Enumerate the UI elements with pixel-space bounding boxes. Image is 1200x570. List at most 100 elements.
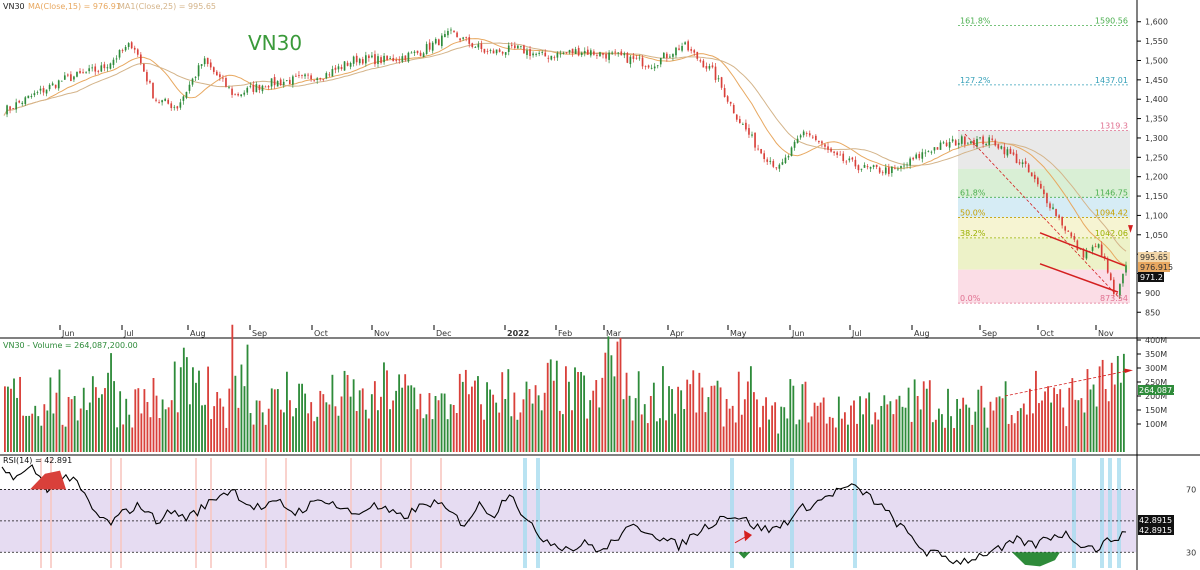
volume-bar-190 (580, 372, 582, 452)
volume-bar-180 (549, 359, 552, 452)
volume-bar-299 (910, 421, 913, 452)
candle-252 (769, 160, 772, 162)
volume-bar-82 (252, 424, 255, 452)
volume-bar-7 (25, 415, 28, 452)
volume-bar-241 (734, 422, 737, 452)
candle-296 (903, 165, 905, 167)
volume-bar-22 (70, 399, 73, 452)
volume-bar-357 (1086, 369, 1089, 452)
candle-15 (48, 84, 51, 90)
close-badge: 971.2 (1140, 273, 1163, 282)
candle-191 (583, 51, 586, 54)
volume-bar-116 (355, 411, 358, 452)
volume-bar-67 (207, 366, 209, 452)
volume-bar-44 (137, 388, 140, 452)
y-tick-label-15: 1,600 (1145, 18, 1168, 27)
volume-bar-112 (343, 370, 346, 452)
candle-342 (1043, 189, 1045, 195)
candle-249 (760, 149, 762, 154)
candle-64 (197, 65, 200, 77)
volume-bar-143 (437, 400, 440, 452)
volume-bar-355 (1080, 398, 1083, 452)
volume-bar-266 (810, 416, 813, 452)
vol-y-tick-label-5: 150M (1145, 406, 1167, 415)
volume-bar-155 (474, 380, 476, 452)
candle-155 (474, 47, 477, 48)
x-tick-label-6: Dec (436, 329, 451, 338)
candle-283 (863, 165, 866, 168)
candle-251 (766, 159, 769, 162)
volume-bar-90 (276, 389, 279, 452)
volume-bar-221 (674, 413, 676, 452)
volume-bar-49 (152, 377, 155, 452)
volume-bar-35 (110, 353, 112, 452)
watermark: VN30 (248, 31, 302, 55)
candle-92 (282, 81, 285, 86)
candle-164 (501, 51, 504, 54)
volume-bar-228 (695, 412, 698, 452)
candle-67 (206, 57, 209, 64)
candle-270 (824, 144, 826, 147)
candle-41 (127, 43, 130, 47)
candle-335 (1021, 162, 1024, 165)
candle-112 (343, 61, 346, 71)
volume-bar-334 (1016, 411, 1019, 452)
candle-12 (39, 88, 42, 91)
candle-163 (498, 49, 501, 52)
volume-bar-157 (480, 404, 482, 452)
vol-y-tick-label-2: 300M (1145, 364, 1167, 373)
volume-bar-53 (164, 409, 167, 452)
volume-bar-12 (40, 425, 43, 452)
volume-bar-43 (134, 389, 137, 452)
volume-bar-314 (956, 399, 959, 452)
candle-165 (504, 52, 507, 55)
volume-bar-251 (765, 397, 767, 452)
volume-bar-13 (43, 404, 46, 452)
volume-bar-66 (204, 404, 206, 452)
candle-168 (513, 45, 516, 49)
volume-bar-62 (192, 367, 194, 452)
volume-bar-343 (1044, 391, 1046, 452)
volume-bar-234 (713, 385, 716, 452)
x-tick-label-9: Mar (606, 329, 622, 338)
candle-278 (848, 158, 851, 161)
volume-bar-285 (868, 392, 871, 452)
volume-bar-198 (604, 352, 607, 452)
volume-bar-92 (282, 412, 285, 452)
volume-bar-278 (847, 424, 849, 452)
candle-32 (100, 65, 103, 72)
rsi-y-tick-label-0: 70 (1186, 485, 1196, 494)
volume-bar-167 (510, 416, 513, 452)
volume-bar-166 (507, 369, 510, 452)
volume-bar-290 (883, 395, 886, 452)
candle-359 (1094, 246, 1097, 247)
candle-277 (845, 161, 848, 163)
candle-141 (431, 42, 434, 51)
candle-288 (878, 167, 881, 173)
candle-40 (124, 46, 127, 51)
volume-bar-248 (756, 399, 758, 452)
channel-upper (1039, 232, 1126, 267)
candle-356 (1085, 250, 1088, 259)
volume-bar-59 (182, 347, 185, 452)
rsi-highlight-5 (210, 458, 212, 568)
volume-bar-216 (659, 418, 661, 452)
candle-338 (1030, 172, 1033, 177)
candle-244 (745, 122, 747, 130)
candle-291 (887, 167, 890, 175)
volume-bar-136 (416, 409, 419, 452)
volume-bar-274 (834, 427, 837, 452)
y-tick-label-11: 1,400 (1145, 95, 1168, 104)
fib-zone-0 (958, 130, 1130, 169)
volume-bar-322 (980, 385, 983, 452)
candle-254 (775, 167, 778, 169)
volume-bar-231 (704, 412, 707, 452)
volume-bar-85 (261, 412, 264, 452)
candle-1 (6, 105, 8, 115)
candle-289 (881, 172, 884, 174)
volume-bar-19 (61, 424, 64, 452)
volume-bar-240 (731, 405, 734, 452)
volume-bar-154 (470, 386, 473, 452)
candle-239 (729, 101, 732, 104)
candle-104 (319, 78, 322, 80)
